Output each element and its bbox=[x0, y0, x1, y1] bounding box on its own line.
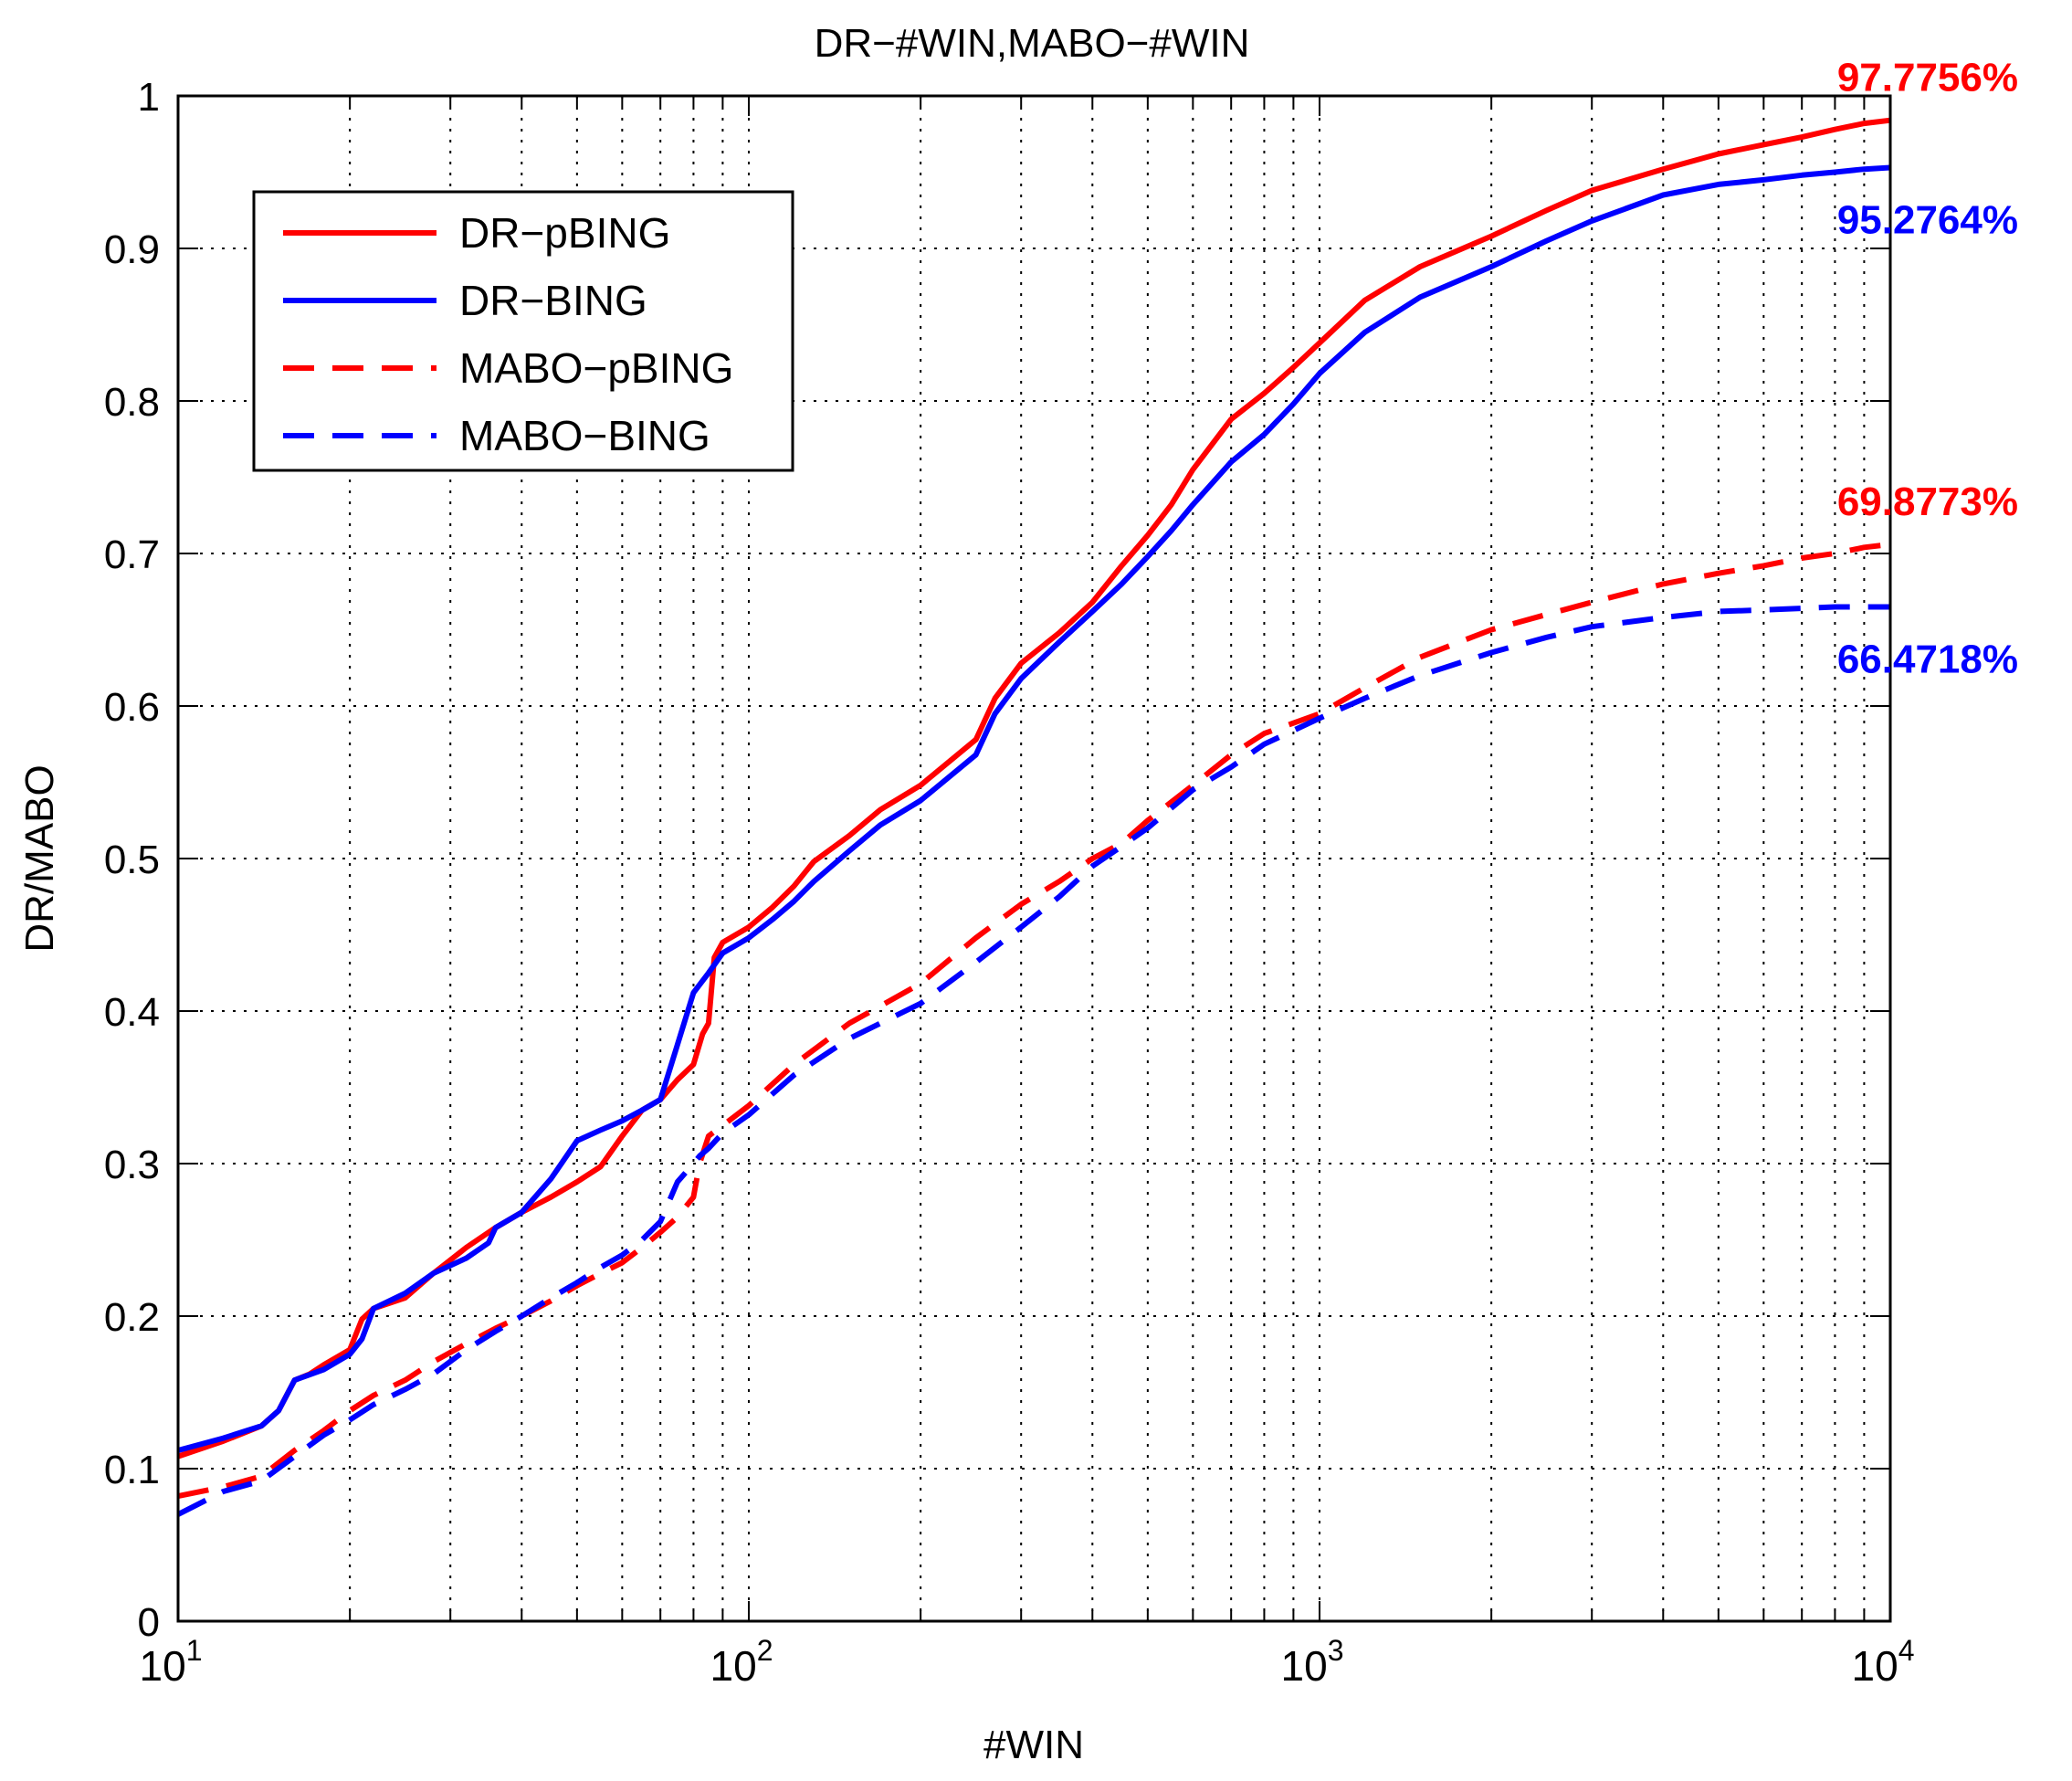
legend: DR−pBING DR−BING MABO−pBING MABO−BING bbox=[252, 190, 794, 472]
annotation-label-3: 69.8773% bbox=[1837, 480, 2018, 524]
y-tick-label: 0.8 bbox=[104, 380, 160, 425]
y-tick-label: 0.6 bbox=[104, 685, 160, 730]
series-line-2 bbox=[177, 164, 1891, 1453]
y-tick-label: 0.9 bbox=[104, 227, 160, 272]
chart-title: DR−#WIN,MABO−#WIN bbox=[815, 21, 1250, 66]
y-tick-label: 0 bbox=[138, 1600, 160, 1645]
legend-label: MABO−BING bbox=[459, 412, 710, 459]
y-tick-label: 0.7 bbox=[104, 532, 160, 577]
x-tick-label: 104 bbox=[1852, 1634, 1915, 1690]
annotation-label-2: 95.2764% bbox=[1837, 197, 2018, 242]
x-axis-label: #WIN bbox=[983, 1723, 1084, 1767]
legend-label: DR−pBING bbox=[459, 209, 670, 257]
annotation-layer: 97.7756% 95.2764% 69.8773% 66.4718% bbox=[1837, 56, 2018, 682]
legend-box bbox=[252, 190, 794, 472]
legend-label: DR−BING bbox=[459, 277, 647, 324]
y-tick-label: 0.3 bbox=[104, 1143, 160, 1187]
x-tick-label: 101 bbox=[140, 1634, 203, 1690]
legend-label: MABO−pBING bbox=[459, 344, 733, 392]
y-axis-label: DR/MABO bbox=[17, 764, 62, 952]
y-tick-label: 0.1 bbox=[104, 1448, 160, 1492]
annotation-label-1: 97.7756% bbox=[1837, 56, 2018, 100]
y-tick-label: 0.2 bbox=[104, 1295, 160, 1340]
y-tick-label: 0.5 bbox=[104, 838, 160, 882]
tick-layer: 101 102 103 104 0 0.1 0.2 0.3 0.4 0.5 0.6 0.7 0.8 0.9… bbox=[104, 75, 1915, 1690]
x-tick-label: 102 bbox=[710, 1634, 773, 1690]
series-line-4 bbox=[176, 604, 1890, 1517]
y-tick-label: 0.4 bbox=[104, 990, 160, 1035]
x-tick-label: 103 bbox=[1281, 1634, 1344, 1690]
series-line-1 bbox=[177, 117, 1891, 1460]
series-layer bbox=[176, 117, 1891, 1517]
annotation-label-4: 66.4718% bbox=[1837, 637, 2018, 681]
y-tick-label: 1 bbox=[138, 75, 160, 120]
